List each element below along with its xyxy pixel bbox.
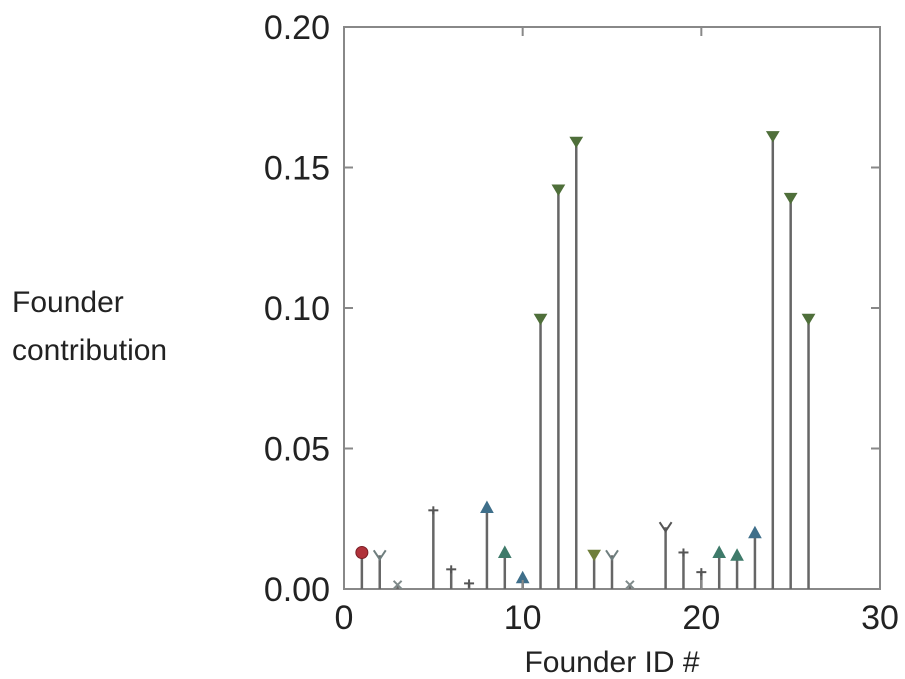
data-point-triangle-up (712, 545, 727, 558)
y-tick-label: 0.15 (264, 150, 330, 188)
data-point-circle (355, 545, 369, 559)
data-point-triangle-down (783, 192, 798, 205)
data-point-x (625, 580, 635, 590)
data-point-triangle-down-open (658, 521, 673, 533)
data-point-triangle-down (801, 313, 816, 326)
y-tick-label: 0.20 (264, 9, 330, 47)
x-axis-title: Founder ID # (524, 646, 699, 679)
data-point-triangle-down-open (605, 549, 619, 562)
data-point-triangle-up (748, 525, 762, 539)
plot-frame (343, 26, 881, 590)
data-point-triangle-down (551, 184, 566, 196)
data-point-x (392, 580, 403, 590)
data-point-triangle-up (730, 548, 744, 561)
y-tick-label: 0.00 (264, 571, 330, 609)
tick-labels-layer: 0 10 20 30 0.00 0.05 0.10 0.15 0.20 (264, 9, 899, 637)
data-point-triangle-up (497, 545, 512, 558)
data-point-triangle-up (480, 500, 494, 514)
data-point-triangle-down (533, 313, 548, 326)
y-tick-label: 0.05 (264, 431, 330, 469)
ticks-layer (343, 26, 881, 590)
x-tick-label: 10 (504, 599, 542, 637)
data-point-triangle-down (569, 136, 584, 149)
x-tick-label: 20 (682, 599, 720, 637)
markers-layer (355, 131, 816, 590)
data-point-triangle-down (587, 549, 602, 562)
y-axis-title-line-1: Founder (12, 286, 124, 319)
x-tick-label: 30 (861, 599, 899, 637)
y-tick-label: 0.10 (264, 290, 330, 328)
data-point-triangle-down (765, 131, 780, 143)
x-tick-label: 0 (335, 599, 354, 637)
y-axis-title-line-2: contribution (12, 334, 167, 367)
data-point-triangle-down-open (372, 549, 387, 562)
stems-layer (360, 136, 810, 589)
